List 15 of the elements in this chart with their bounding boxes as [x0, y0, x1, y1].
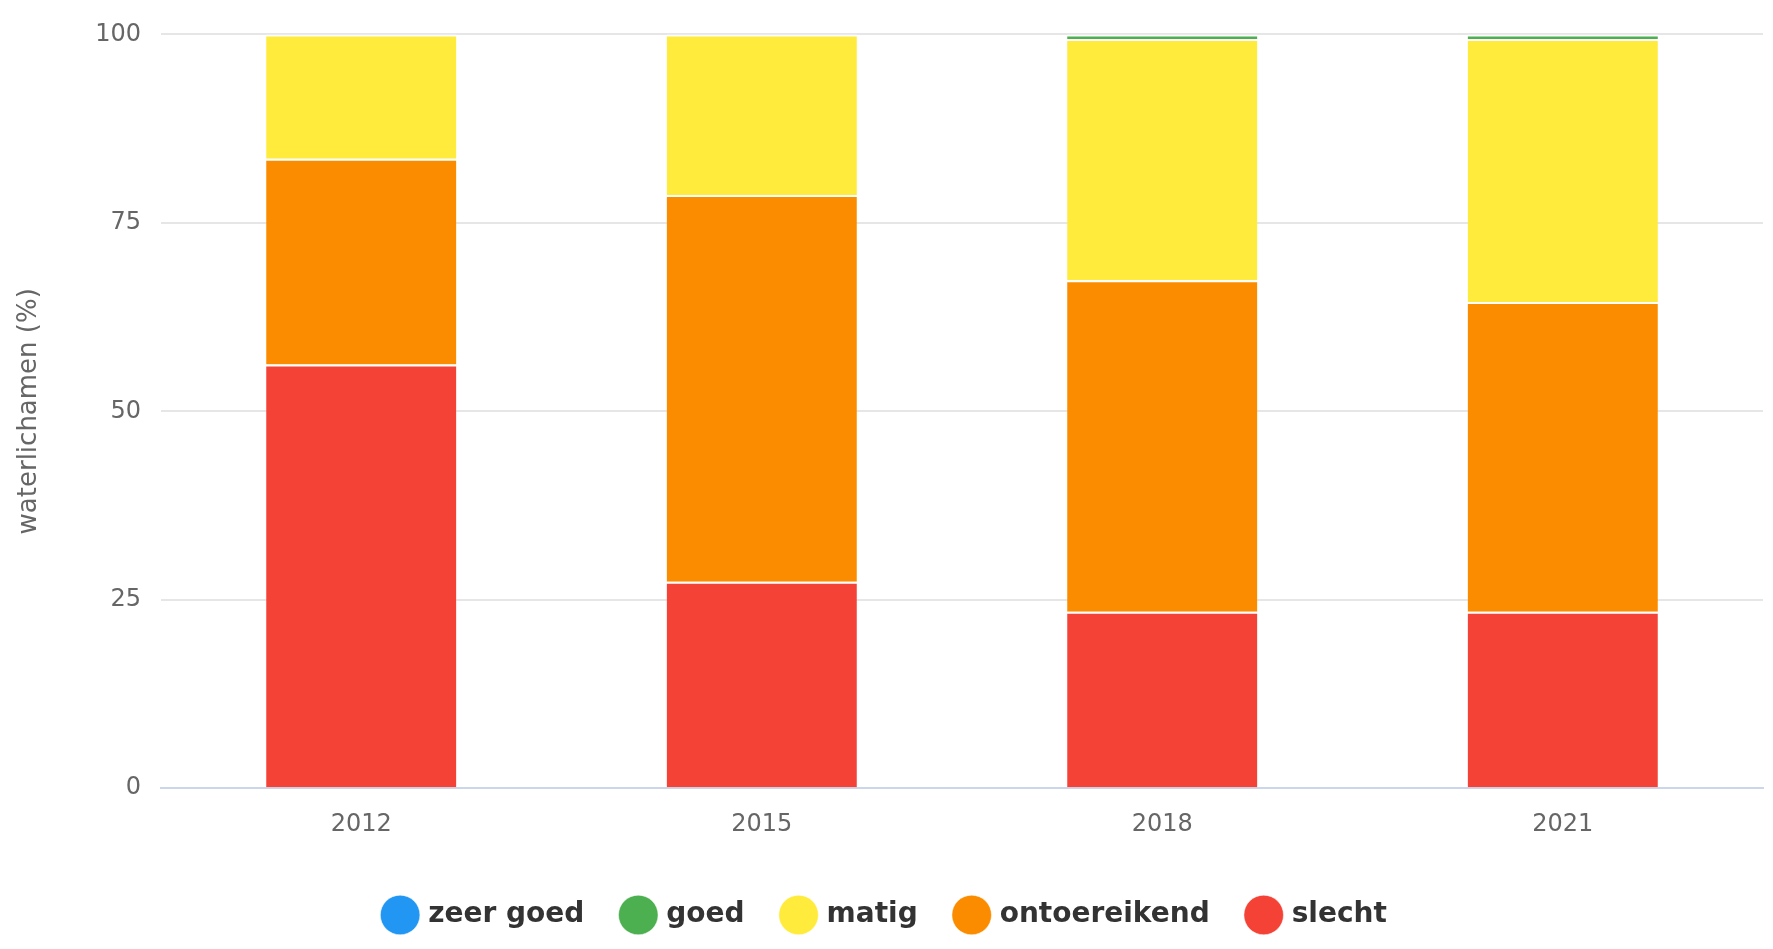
legend-label: matig: [826, 896, 918, 930]
x-tick-label: 2021: [1532, 808, 1594, 837]
y-tick-label: 75: [110, 207, 142, 236]
x-tick-label: 2018: [1131, 808, 1193, 837]
y-tick-label: 50: [110, 395, 142, 424]
y-tick-label: 25: [110, 583, 142, 612]
y-axis-title: waterlichamen (%): [12, 288, 43, 535]
x-tick-label: 2012: [330, 808, 392, 837]
x-tick-label: 2015: [731, 808, 793, 837]
legend-label: ontoereikend: [999, 896, 1210, 930]
legend-label: zeer goed: [428, 896, 585, 930]
legend-label: goed: [666, 896, 745, 930]
legend-label: slecht: [1291, 896, 1387, 930]
y-tick-label: 0: [125, 772, 142, 801]
y-tick-label: 100: [95, 18, 142, 47]
